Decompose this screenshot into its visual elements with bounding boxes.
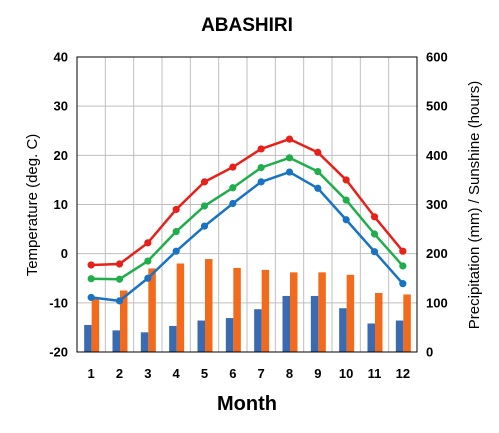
y-axis-left-title: Temperature (deg. C) xyxy=(24,134,41,277)
series-line xyxy=(91,156,404,281)
data-point xyxy=(314,148,322,156)
bar xyxy=(310,295,319,352)
data-point xyxy=(229,163,237,171)
data-point xyxy=(314,184,322,192)
data-point xyxy=(87,275,95,283)
data-point xyxy=(399,247,407,255)
data-point xyxy=(172,205,180,214)
y-left-tick-label: 30 xyxy=(54,99,68,114)
bar xyxy=(318,272,326,352)
series-line xyxy=(91,137,404,267)
data-point xyxy=(200,178,209,186)
data-point xyxy=(144,239,152,247)
y-right-tick-label: 500 xyxy=(426,99,448,114)
y-left-tick-label: 20 xyxy=(54,148,68,163)
data-point xyxy=(257,145,265,153)
line-series-group xyxy=(87,135,407,305)
bar xyxy=(205,259,213,352)
data-point xyxy=(87,293,95,302)
x-tick-label: 3 xyxy=(144,366,151,381)
y-left-tick-label: 0 xyxy=(61,246,68,261)
data-point xyxy=(144,257,152,265)
data-point xyxy=(285,168,294,176)
y-left-tick-label: 10 xyxy=(54,197,68,212)
x-tick-label: 12 xyxy=(396,366,410,381)
data-point xyxy=(200,222,209,230)
x-axis-title: Month xyxy=(217,393,277,415)
y-right-tick-label: 600 xyxy=(426,50,448,65)
x-tick-label: 5 xyxy=(201,366,208,381)
data-point xyxy=(172,227,180,236)
x-tick-label: 1 xyxy=(88,366,95,381)
data-point xyxy=(115,297,124,305)
x-tick-label: 10 xyxy=(339,366,353,381)
x-tick-label: 2 xyxy=(116,366,123,381)
y-right-tick-label: 300 xyxy=(426,197,448,212)
data-point xyxy=(144,274,152,282)
bar xyxy=(140,332,149,352)
bar xyxy=(261,269,270,352)
bar xyxy=(148,268,156,352)
y-left-tick-label: 40 xyxy=(54,50,68,65)
y-right-tick-label: 100 xyxy=(426,295,448,310)
bar xyxy=(346,274,355,352)
series-line xyxy=(91,170,404,303)
data-point xyxy=(370,213,379,221)
data-point xyxy=(285,135,294,143)
y-right-tick-label: 400 xyxy=(426,148,448,163)
y-axis-right-title: Precipitation (mm) / Sunshine (hours) xyxy=(466,81,483,329)
bar xyxy=(282,295,290,352)
data-point xyxy=(342,176,350,184)
y-right-tick-label: 200 xyxy=(426,246,448,261)
data-point xyxy=(342,216,350,224)
y-right-tick-label: 0 xyxy=(426,345,433,360)
x-tick-label: 7 xyxy=(258,366,265,381)
bar xyxy=(290,272,298,352)
data-point xyxy=(200,202,209,210)
x-tick-label: 11 xyxy=(368,366,382,381)
bar xyxy=(176,263,185,352)
x-tick-label: 6 xyxy=(229,366,236,381)
plot-area-frame xyxy=(76,56,418,353)
bar xyxy=(120,290,128,352)
data-point xyxy=(342,196,350,204)
bar xyxy=(395,320,404,352)
data-point xyxy=(399,280,407,288)
grid-lines xyxy=(77,56,417,353)
data-point xyxy=(370,248,379,256)
bar xyxy=(254,309,262,352)
data-point xyxy=(399,262,407,270)
bar xyxy=(367,323,375,352)
bar xyxy=(91,298,100,352)
data-point xyxy=(172,247,180,255)
data-point xyxy=(257,164,265,172)
bar xyxy=(233,267,241,352)
data-point xyxy=(229,199,237,208)
y-left-tick-label: -20 xyxy=(49,345,68,360)
bar xyxy=(339,308,347,352)
data-point xyxy=(285,154,294,162)
data-point xyxy=(314,167,322,176)
data-point xyxy=(115,275,124,283)
data-point xyxy=(257,178,265,186)
x-tick-label: 4 xyxy=(173,366,181,381)
x-tick-label: 8 xyxy=(286,366,293,381)
bar xyxy=(225,318,234,352)
bar xyxy=(84,324,92,352)
x-tick-label: 9 xyxy=(314,366,321,381)
y-left-tick-label: -10 xyxy=(49,295,68,310)
bar xyxy=(375,293,383,352)
chart-title: ABASHIRI xyxy=(201,15,293,36)
bar xyxy=(169,325,177,352)
bar xyxy=(197,320,205,352)
data-point xyxy=(115,260,124,268)
bar xyxy=(403,294,411,352)
data-point xyxy=(229,184,237,192)
bar xyxy=(112,330,120,352)
bar-series-group xyxy=(84,259,411,352)
data-point xyxy=(87,261,95,269)
data-point xyxy=(370,230,379,238)
